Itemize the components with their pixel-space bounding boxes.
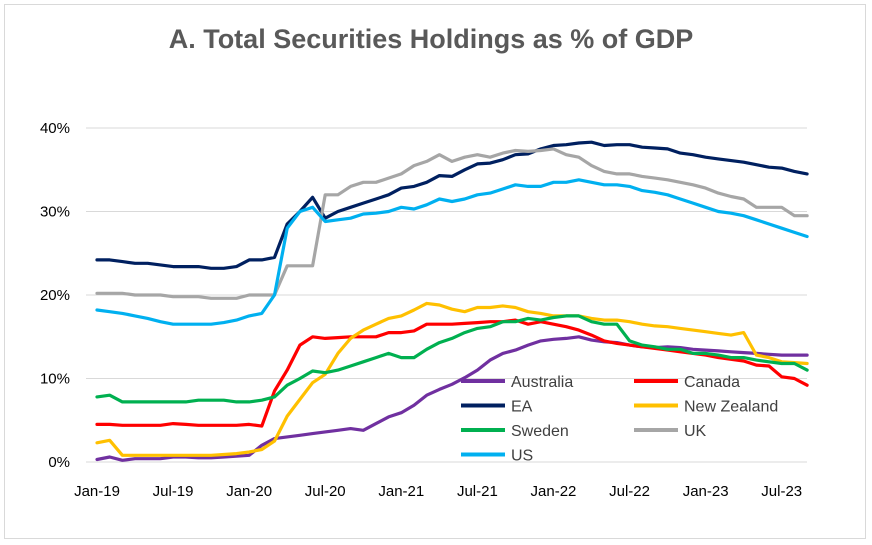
chart-title: A. Total Securities Holdings as % of GDP <box>168 24 694 54</box>
y-tick-label: 0% <box>48 454 70 471</box>
series-line-uk <box>95 147 809 300</box>
legend-label-new-zealand: New Zealand <box>684 399 778 416</box>
x-tick-label: Jul-21 <box>457 483 498 500</box>
legend-label-canada: Canada <box>684 374 740 391</box>
legend: Australia Canada EA New Zealand Sweden UK US <box>461 374 778 465</box>
y-tick-label: 30% <box>40 204 70 221</box>
series-line-australia <box>95 335 809 462</box>
legend-label-australia: Australia <box>511 374 573 391</box>
y-axis-ticks: 0% 10% 20% 30% 40% <box>40 120 70 471</box>
legend-label-uk: UK <box>684 423 707 440</box>
legend-label-sweden: Sweden <box>511 423 569 440</box>
x-tick-label: Jan-21 <box>378 483 424 500</box>
x-tick-label: Jul-22 <box>609 483 650 500</box>
x-tick-label: Jul-20 <box>305 483 346 500</box>
x-tick-label: Jan-23 <box>683 483 729 500</box>
legend-label-ea: EA <box>511 399 533 416</box>
series-line-ea <box>95 140 809 270</box>
series-line-us <box>95 178 809 326</box>
x-tick-label: Jan-22 <box>531 483 577 500</box>
y-tick-label: 40% <box>40 120 70 137</box>
chart-frame <box>4 4 866 539</box>
x-tick-label: Jul-19 <box>153 483 194 500</box>
series-line-new-zealand <box>95 301 809 457</box>
y-tick-label: 20% <box>40 287 70 304</box>
legend-label-us: US <box>511 448 533 465</box>
series-lines <box>95 140 809 462</box>
y-tick-label: 10% <box>40 371 70 388</box>
x-tick-label: Jan-20 <box>226 483 272 500</box>
x-axis-ticks: Jan-19 Jul-19 Jan-20 Jul-20 Jan-21 Jul-21 Jan-… <box>74 483 802 500</box>
x-tick-label: Jan-19 <box>74 483 120 500</box>
gridlines <box>86 127 807 463</box>
x-tick-label: Jul-23 <box>761 483 802 500</box>
series-line-sweden <box>95 314 809 404</box>
